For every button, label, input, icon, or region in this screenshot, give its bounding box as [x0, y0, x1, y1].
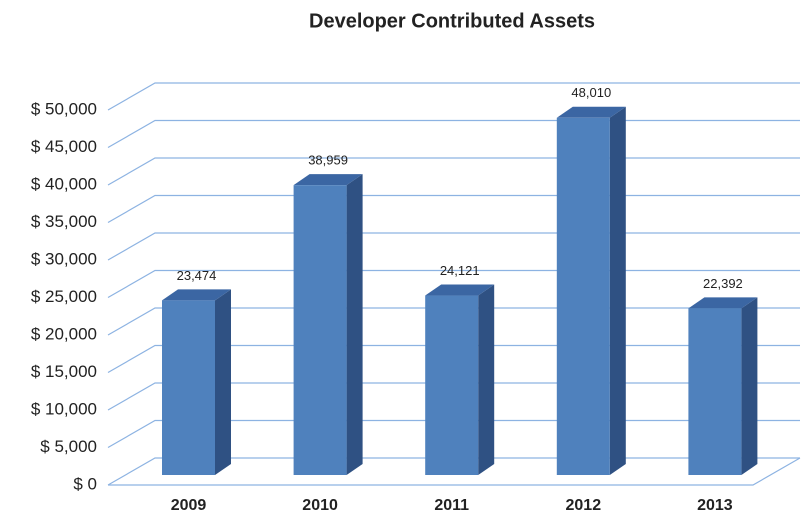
floor — [108, 457, 801, 486]
bar — [556, 117, 610, 475]
x-tick-label: 2009 — [171, 497, 207, 514]
value-label: 22,392 — [703, 276, 743, 291]
bar-top — [688, 297, 758, 309]
grid-line — [107, 119, 800, 149]
value-label: 48,010 — [571, 85, 611, 100]
y-tick-label: $ 20,000 — [31, 324, 97, 343]
y-tick-label: $ 5,000 — [40, 437, 97, 456]
bar-side — [609, 106, 626, 475]
bar — [293, 185, 347, 476]
y-tick-label: $ 45,000 — [31, 137, 97, 156]
bar — [688, 308, 742, 475]
grid-line — [107, 232, 800, 261]
bar-side — [346, 174, 363, 476]
y-tick-label: $ 30,000 — [31, 249, 97, 268]
y-tick-label: $ 15,000 — [31, 362, 97, 381]
x-tick-label: 2013 — [697, 497, 733, 514]
bar-top — [556, 106, 626, 118]
grid-line — [107, 157, 800, 186]
x-tick-label: 2011 — [434, 497, 469, 514]
bar — [162, 300, 215, 475]
value-label: 38,959 — [308, 153, 348, 168]
value-label: 23,474 — [177, 268, 217, 283]
bar-side — [478, 284, 495, 475]
y-tick-label: $ 0 — [73, 474, 97, 493]
x-tick-label: 2012 — [566, 497, 602, 514]
y-tick-label: $ 50,000 — [31, 99, 97, 118]
bar-side — [741, 297, 758, 475]
bar-top — [293, 174, 363, 186]
y-tick-label: $ 35,000 — [31, 212, 97, 231]
chart-title: Developer Contributed Assets — [309, 10, 595, 32]
y-tick-label: $ 40,000 — [31, 174, 97, 193]
bar-top — [425, 284, 495, 296]
y-tick-label: $ 25,000 — [31, 287, 97, 306]
grid-line — [107, 82, 800, 111]
x-tick-label: 2010 — [302, 497, 338, 514]
bar-side — [215, 289, 231, 475]
bar — [425, 295, 479, 475]
value-label: 24,121 — [440, 263, 480, 278]
grid-line — [107, 194, 800, 224]
bar-top — [162, 289, 231, 301]
y-tick-label: $ 10,000 — [31, 399, 97, 418]
